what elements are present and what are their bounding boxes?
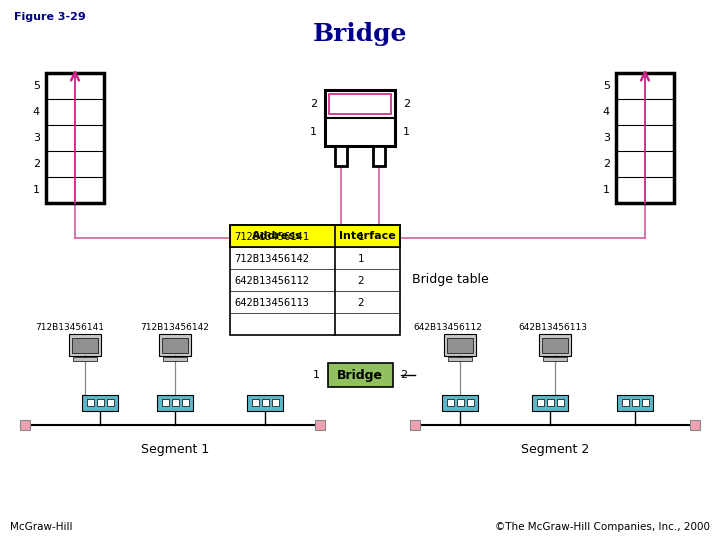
Bar [163, 357, 187, 361]
Text: 1: 1 [312, 370, 320, 380]
Bar [171, 399, 179, 406]
Text: 712B13456142: 712B13456142 [234, 254, 309, 264]
Text: 642B13456112: 642B13456112 [234, 276, 309, 286]
Bar [444, 334, 476, 356]
Bar [162, 338, 188, 353]
Text: Bridge: Bridge [337, 368, 383, 381]
Text: 2: 2 [33, 159, 40, 169]
Bar [315, 420, 325, 430]
Bar [161, 399, 168, 406]
Text: McGraw-Hill: McGraw-Hill [10, 522, 73, 532]
Text: ©The McGraw-Hill Companies, Inc., 2000: ©The McGraw-Hill Companies, Inc., 2000 [495, 522, 710, 532]
Text: 712B13456141: 712B13456141 [35, 323, 104, 332]
Text: 3: 3 [33, 133, 40, 143]
Bar [617, 395, 653, 411]
Text: 4: 4 [603, 107, 610, 117]
Bar [442, 395, 478, 411]
Bar [20, 420, 30, 430]
Text: Figure 3-29: Figure 3-29 [14, 12, 86, 22]
Text: 642B13456112: 642B13456112 [413, 323, 482, 332]
Bar [642, 399, 649, 406]
Text: Interface: Interface [339, 231, 396, 241]
Bar [157, 395, 193, 411]
Bar [86, 399, 94, 406]
Text: 5: 5 [33, 81, 40, 91]
Bar [557, 399, 564, 406]
Text: 2: 2 [403, 99, 410, 109]
Bar [690, 420, 700, 430]
Text: 712B13456141: 712B13456141 [234, 232, 309, 242]
Bar [546, 399, 554, 406]
Text: 1: 1 [358, 232, 364, 242]
Text: 1: 1 [33, 185, 40, 195]
Text: 2: 2 [603, 159, 610, 169]
Bar [328, 363, 392, 387]
Bar [69, 334, 101, 356]
Bar [230, 225, 400, 247]
Text: 1: 1 [403, 127, 410, 137]
Bar [410, 420, 420, 430]
Bar [539, 334, 571, 356]
Bar [159, 334, 191, 356]
Bar [621, 399, 629, 406]
Bar [325, 90, 395, 146]
Text: 712B13456142: 712B13456142 [140, 323, 210, 332]
Bar [73, 357, 97, 361]
Bar [230, 225, 400, 335]
Bar [271, 399, 279, 406]
Bar [446, 399, 454, 406]
Bar [247, 395, 283, 411]
Text: 1: 1 [603, 185, 610, 195]
Text: 2: 2 [358, 276, 364, 286]
Text: Bridge: Bridge [312, 22, 408, 46]
Bar [373, 146, 385, 166]
Bar [82, 395, 118, 411]
Bar [46, 73, 104, 203]
Bar [107, 399, 114, 406]
Text: 5: 5 [603, 81, 610, 91]
Bar [448, 357, 472, 361]
Text: 642B13456113: 642B13456113 [234, 298, 309, 308]
Text: 1: 1 [358, 254, 364, 264]
Bar [631, 399, 639, 406]
Bar [251, 399, 258, 406]
Bar [543, 357, 567, 361]
Bar [616, 73, 674, 203]
Bar [456, 399, 464, 406]
Bar [181, 399, 189, 406]
Text: 2: 2 [358, 298, 364, 308]
Text: 2: 2 [310, 99, 317, 109]
Text: 3: 3 [603, 133, 610, 143]
Text: 1: 1 [310, 127, 317, 137]
Bar [261, 399, 269, 406]
Bar [536, 399, 544, 406]
Text: 2: 2 [400, 370, 408, 380]
Text: 4: 4 [33, 107, 40, 117]
Text: Segment 1: Segment 1 [141, 443, 209, 456]
Bar [329, 94, 391, 114]
Bar [532, 395, 568, 411]
Text: Bridge table: Bridge table [412, 273, 489, 287]
Bar [447, 338, 473, 353]
Bar [96, 399, 104, 406]
Bar [467, 399, 474, 406]
Text: Segment 2: Segment 2 [521, 443, 589, 456]
Bar [542, 338, 568, 353]
Bar [72, 338, 98, 353]
Bar [335, 146, 347, 166]
Text: Address: Address [252, 231, 302, 241]
Text: 642B13456113: 642B13456113 [518, 323, 588, 332]
